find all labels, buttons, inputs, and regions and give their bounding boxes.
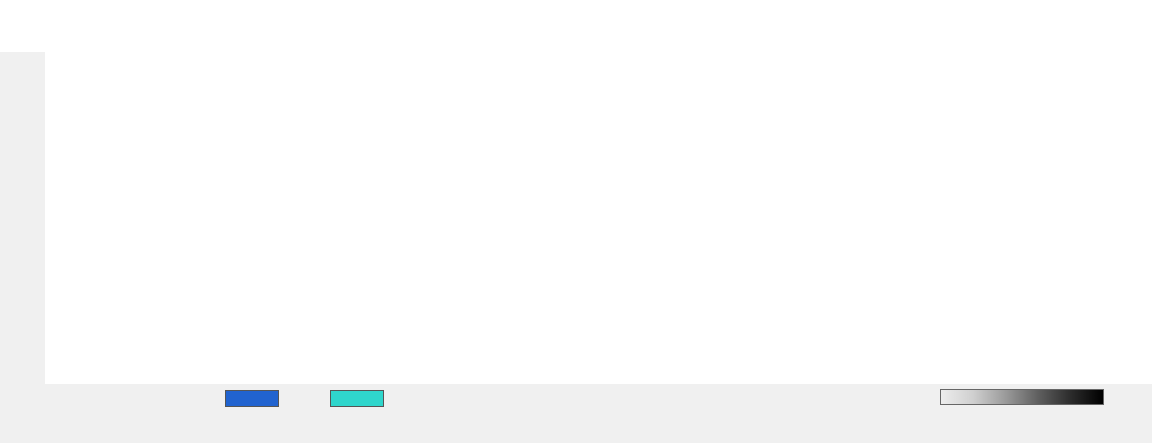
cloud-density-gradient — [940, 389, 1104, 405]
left-margin-strip — [0, 52, 45, 443]
legend — [0, 386, 1152, 443]
rain-legend-swatch — [225, 390, 279, 407]
shower-legend-swatch — [330, 390, 384, 407]
